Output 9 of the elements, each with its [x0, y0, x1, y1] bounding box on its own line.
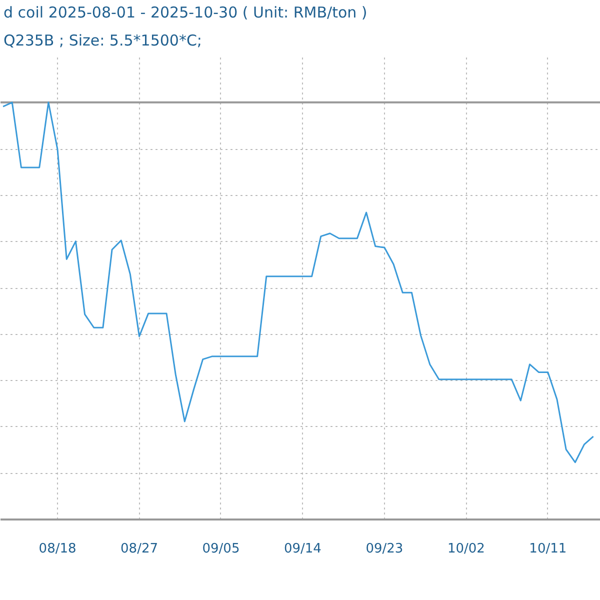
x-tick-label: 09/23: [366, 542, 404, 556]
x-tick-label: 10/11: [529, 542, 567, 556]
chart-title: d coil 2025-08-01 - 2025-10-30 ( Unit: RMB/ton ): [4, 4, 368, 22]
x-tick-label: 10/02: [447, 542, 485, 556]
x-tick-label: 09/05: [202, 542, 240, 556]
x-tick-label: 08/27: [120, 542, 158, 556]
x-tick-label: 08/18: [38, 542, 76, 556]
chart-subtitle: Q235B ; Size: 5.5*1500*C;: [4, 32, 202, 50]
x-tick-label: 09/14: [284, 542, 322, 556]
